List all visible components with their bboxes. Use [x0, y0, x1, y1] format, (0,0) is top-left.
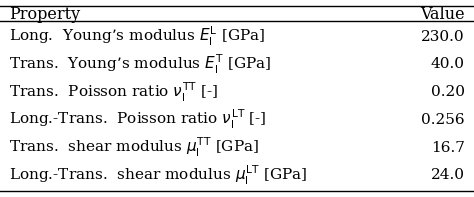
Text: 16.7: 16.7: [431, 140, 465, 154]
Text: Long.-Trans.  shear modulus $\mu_{\mathrm{I}}^{\mathrm{LT}}$ [GPa]: Long.-Trans. shear modulus $\mu_{\mathrm…: [9, 164, 308, 187]
Text: Property: Property: [9, 6, 81, 23]
Text: 24.0: 24.0: [430, 168, 465, 182]
Text: Trans.  shear modulus $\mu_{\mathrm{I}}^{\mathrm{TT}}$ [GPa]: Trans. shear modulus $\mu_{\mathrm{I}}^{…: [9, 136, 260, 159]
Text: Trans.  Young’s modulus $E_{\mathrm{I}}^{\mathrm{T}}$ [GPa]: Trans. Young’s modulus $E_{\mathrm{I}}^{…: [9, 53, 272, 76]
Text: 0.20: 0.20: [430, 85, 465, 99]
Text: 230.0: 230.0: [421, 30, 465, 44]
Text: Trans.  Poisson ratio $\nu_{\mathrm{I}}^{\mathrm{TT}}$ [-]: Trans. Poisson ratio $\nu_{\mathrm{I}}^{…: [9, 80, 219, 104]
Text: Long.-Trans.  Poisson ratio $\nu_{\mathrm{I}}^{\mathrm{LT}}$ [-]: Long.-Trans. Poisson ratio $\nu_{\mathrm…: [9, 108, 267, 131]
Text: Value: Value: [420, 6, 465, 23]
Text: Long.  Young’s modulus $E_{\mathrm{I}}^{\mathrm{L}}$ [GPa]: Long. Young’s modulus $E_{\mathrm{I}}^{\…: [9, 25, 266, 48]
Text: 0.256: 0.256: [421, 113, 465, 127]
Text: 40.0: 40.0: [430, 57, 465, 71]
